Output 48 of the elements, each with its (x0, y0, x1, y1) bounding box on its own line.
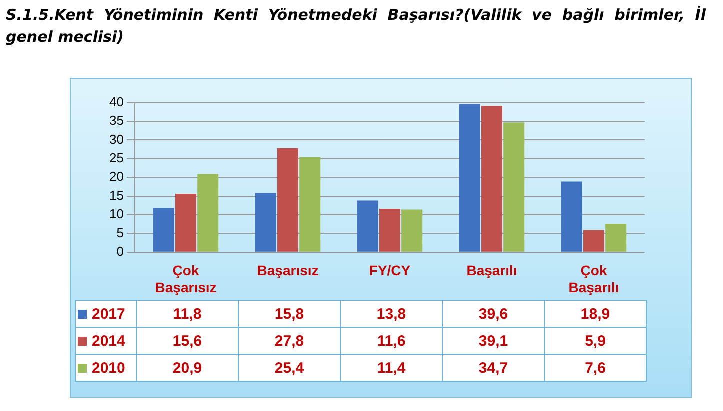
bar (584, 230, 604, 252)
legend-label: 2014 (76, 328, 136, 354)
bar (561, 182, 582, 252)
bar (278, 148, 298, 252)
data-label: 20,9 (136, 354, 238, 382)
data-label: 34,7 (442, 354, 544, 382)
data-label: 27,8 (238, 328, 340, 354)
x-tick-label: Başarısız (257, 262, 319, 279)
y-tick-label: 0 (116, 244, 124, 259)
x-tick-label: FY/CY (369, 262, 412, 279)
bar (153, 208, 174, 252)
bar (504, 122, 525, 252)
data-label: 39,1 (442, 328, 544, 354)
data-label: 25,4 (238, 354, 340, 382)
x-tick-label: Başarılı (466, 262, 518, 279)
y-tick-label: 5 (116, 225, 124, 240)
y-tick-label: 25 (110, 150, 124, 166)
y-tick-label: 10 (110, 206, 124, 222)
bar (176, 194, 196, 252)
x-tick-label: Çok Başarısız (155, 262, 217, 296)
y-tick-label: 30 (110, 132, 124, 147)
data-label: 11,8 (136, 300, 238, 328)
data-label: 5,9 (544, 328, 646, 354)
data-label: 13,8 (340, 300, 442, 328)
bar (255, 193, 276, 252)
bar (402, 210, 423, 252)
y-tick-label: 35 (110, 113, 124, 128)
bar (357, 200, 378, 252)
bar (606, 224, 627, 252)
chart-title: S.1.5.Kent Yönetiminin Kenti Yönetmedeki Başarısı?(Valilik ve bağlı birimler, İl genel meclisi) (6, 5, 706, 48)
data-label: 18,9 (544, 300, 646, 328)
legend-label: 2017 (76, 300, 136, 328)
data-label: 7,6 (544, 354, 646, 382)
data-label: 15,8 (238, 300, 340, 328)
y-tick-label: 40 (110, 94, 124, 110)
data-label: 39,6 (442, 300, 544, 328)
x-tick-label: Çok Başarılı (568, 262, 620, 296)
data-label: 11,6 (340, 328, 442, 354)
data-label: 11,4 (340, 354, 442, 382)
y-tick-label: 20 (110, 169, 124, 184)
bar (459, 104, 480, 252)
y-tick-label: 15 (110, 188, 124, 203)
legend-label: 2010 (76, 354, 136, 382)
bar (198, 174, 219, 252)
bar (380, 209, 400, 252)
bar (300, 157, 321, 252)
data-label: 15,6 (136, 328, 238, 354)
bar (482, 106, 502, 252)
